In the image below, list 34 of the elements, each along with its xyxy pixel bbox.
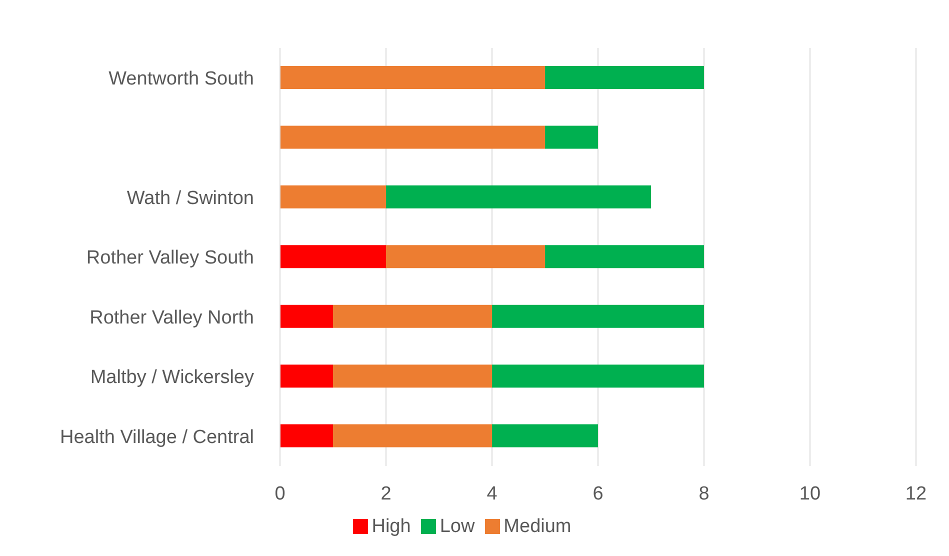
y-tick-label: Rother Valley North	[90, 307, 254, 328]
legend-label: Medium	[504, 516, 572, 537]
bar	[280, 245, 386, 268]
y-tick-label: Maltby / Wickersley	[90, 367, 254, 388]
bar	[492, 304, 704, 328]
bar	[333, 364, 492, 388]
bar	[545, 66, 704, 89]
x-tick-label: 2	[380, 483, 392, 504]
bar	[280, 66, 545, 89]
y-tick-label: Health Village / Central	[60, 426, 254, 448]
bar	[280, 364, 333, 388]
bar	[545, 126, 598, 149]
bar	[280, 304, 333, 328]
x-tick-label: 10	[799, 483, 821, 504]
y-tick-label: Rother Valley South	[86, 248, 254, 269]
bar	[386, 245, 545, 268]
x-tick-label: 6	[592, 483, 604, 504]
bar	[492, 364, 704, 388]
bar	[280, 185, 386, 208]
x-tick-label: 0	[274, 483, 286, 504]
bar	[333, 304, 492, 328]
bar	[280, 424, 333, 448]
x-tick-label: 4	[486, 483, 498, 504]
y-tick-label: Wath / Swinton	[126, 188, 254, 210]
legend-label: Low	[440, 516, 475, 537]
bar	[545, 245, 704, 268]
bar	[280, 126, 545, 149]
legend-label: High	[372, 516, 411, 537]
x-tick-label: 8	[698, 483, 710, 504]
x-tick-label: 12	[905, 483, 927, 504]
bar	[333, 424, 492, 448]
y-tick-label: Wentworth South	[108, 68, 254, 90]
bar	[492, 424, 598, 448]
bar	[386, 185, 651, 208]
